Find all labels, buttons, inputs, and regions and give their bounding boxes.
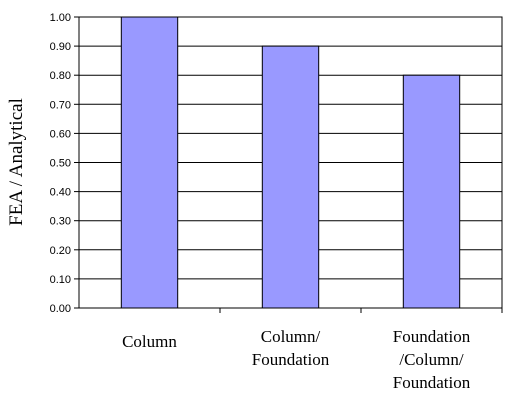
axes <box>74 16 503 313</box>
plot-border <box>78 16 503 309</box>
y-tick-label: 0.60 <box>50 128 71 140</box>
y-tick-label: 0.00 <box>50 303 71 315</box>
bar <box>120 16 179 309</box>
bar <box>261 45 320 309</box>
y-tick-label: 0.40 <box>50 187 71 199</box>
y-tick-label: 0.90 <box>50 41 71 53</box>
x-category-label: Column/Foundation <box>252 327 330 369</box>
y-axis-title: FEA / Analytical <box>6 98 27 226</box>
y-tick-label: 1.00 <box>50 12 71 24</box>
x-category-label: Column <box>122 332 177 351</box>
y-tick-label: 0.30 <box>50 216 71 228</box>
y-tick-label: 0.80 <box>50 70 71 82</box>
y-tick-labels: 0.00 0.10 0.20 0.30 0.40 0.50 0.60 0.70 0.80 0.90… <box>50 12 71 315</box>
y-tick-label: 0.10 <box>50 274 71 286</box>
bars <box>120 16 461 309</box>
y-tick-label: 0.50 <box>50 158 71 170</box>
y-tick-label: 0.70 <box>50 99 71 111</box>
x-category-labels: Column Column/Foundation Foundation/Column… <box>122 327 471 392</box>
x-category-label: Foundation/Column/Foundation <box>393 327 471 392</box>
y-tick-label: 0.20 <box>50 245 71 257</box>
bar <box>402 74 461 309</box>
